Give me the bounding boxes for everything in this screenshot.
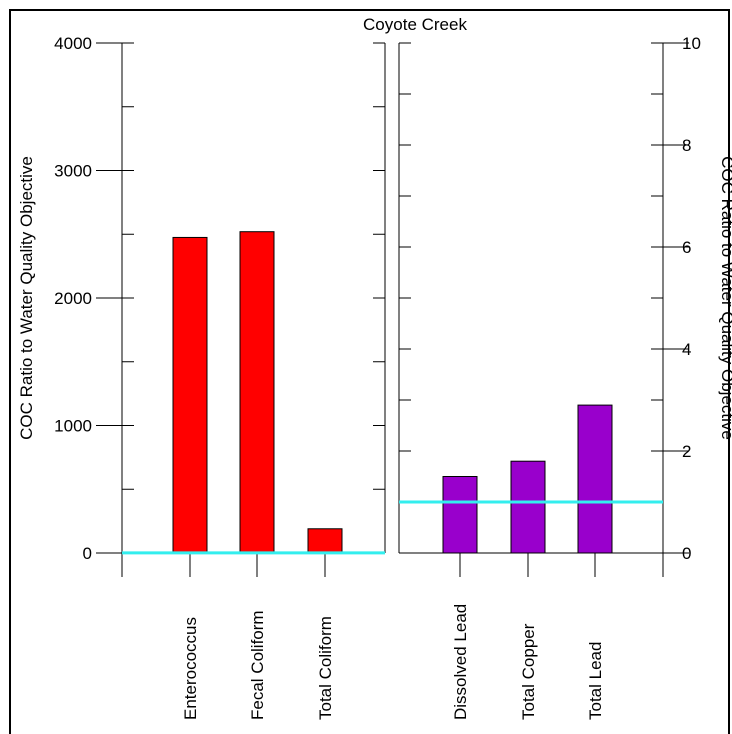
bar-dissolved-lead [442, 476, 478, 554]
category-label-total-lead: Total Lead [586, 642, 605, 720]
panel-2-ytick-label: 0 [682, 544, 691, 563]
category-label-total-coliform: Total Coliform [316, 616, 335, 720]
bar-total-coliform [307, 528, 343, 554]
category-label-total-copper: Total Copper [519, 623, 538, 720]
panel-2-ytick-label: 8 [682, 136, 691, 155]
bar-enterococcus [172, 236, 208, 554]
bar-total-lead [577, 404, 613, 554]
chart-title: Coyote Creek [363, 15, 467, 34]
panel-1-ytick-label: 0 [83, 544, 92, 563]
panel-1-ytick-label: 4000 [54, 34, 92, 53]
panel-2-ytick-label: 6 [682, 238, 691, 257]
category-label-dissolved-lead: Dissolved Lead [451, 604, 470, 720]
panel-2-ytick-label: 10 [682, 34, 701, 53]
left-panel: 0 1000 2000 3000 4000 Enterococcus Fecal Colif… [17, 34, 386, 720]
panel-1-ytick-label: 1000 [54, 417, 92, 436]
panel-1-ytick-label: 3000 [54, 162, 92, 181]
bar-total-copper [510, 460, 546, 554]
chart-title-bg [344, 13, 486, 35]
category-label-fecal-coliform: Fecal Coliform [248, 610, 267, 720]
right-panel: 0 2 4 6 8 10 Dissolved Lead Total Copper Total L… [398, 34, 732, 720]
bar-fecal-coliform [239, 231, 275, 554]
panel-2-ytick-label: 4 [682, 340, 691, 359]
category-label-enterococcus: Enterococcus [181, 617, 200, 720]
panel-2-ylabel: COC Ratio to Water Quality Objective [718, 156, 732, 440]
panel-1-ylabel: COC Ratio to Water Quality Objective [17, 156, 36, 440]
panel-1-ytick-label: 2000 [54, 289, 92, 308]
panel-2-ytick-label: 2 [682, 442, 691, 461]
figure-frame [9, 9, 730, 734]
